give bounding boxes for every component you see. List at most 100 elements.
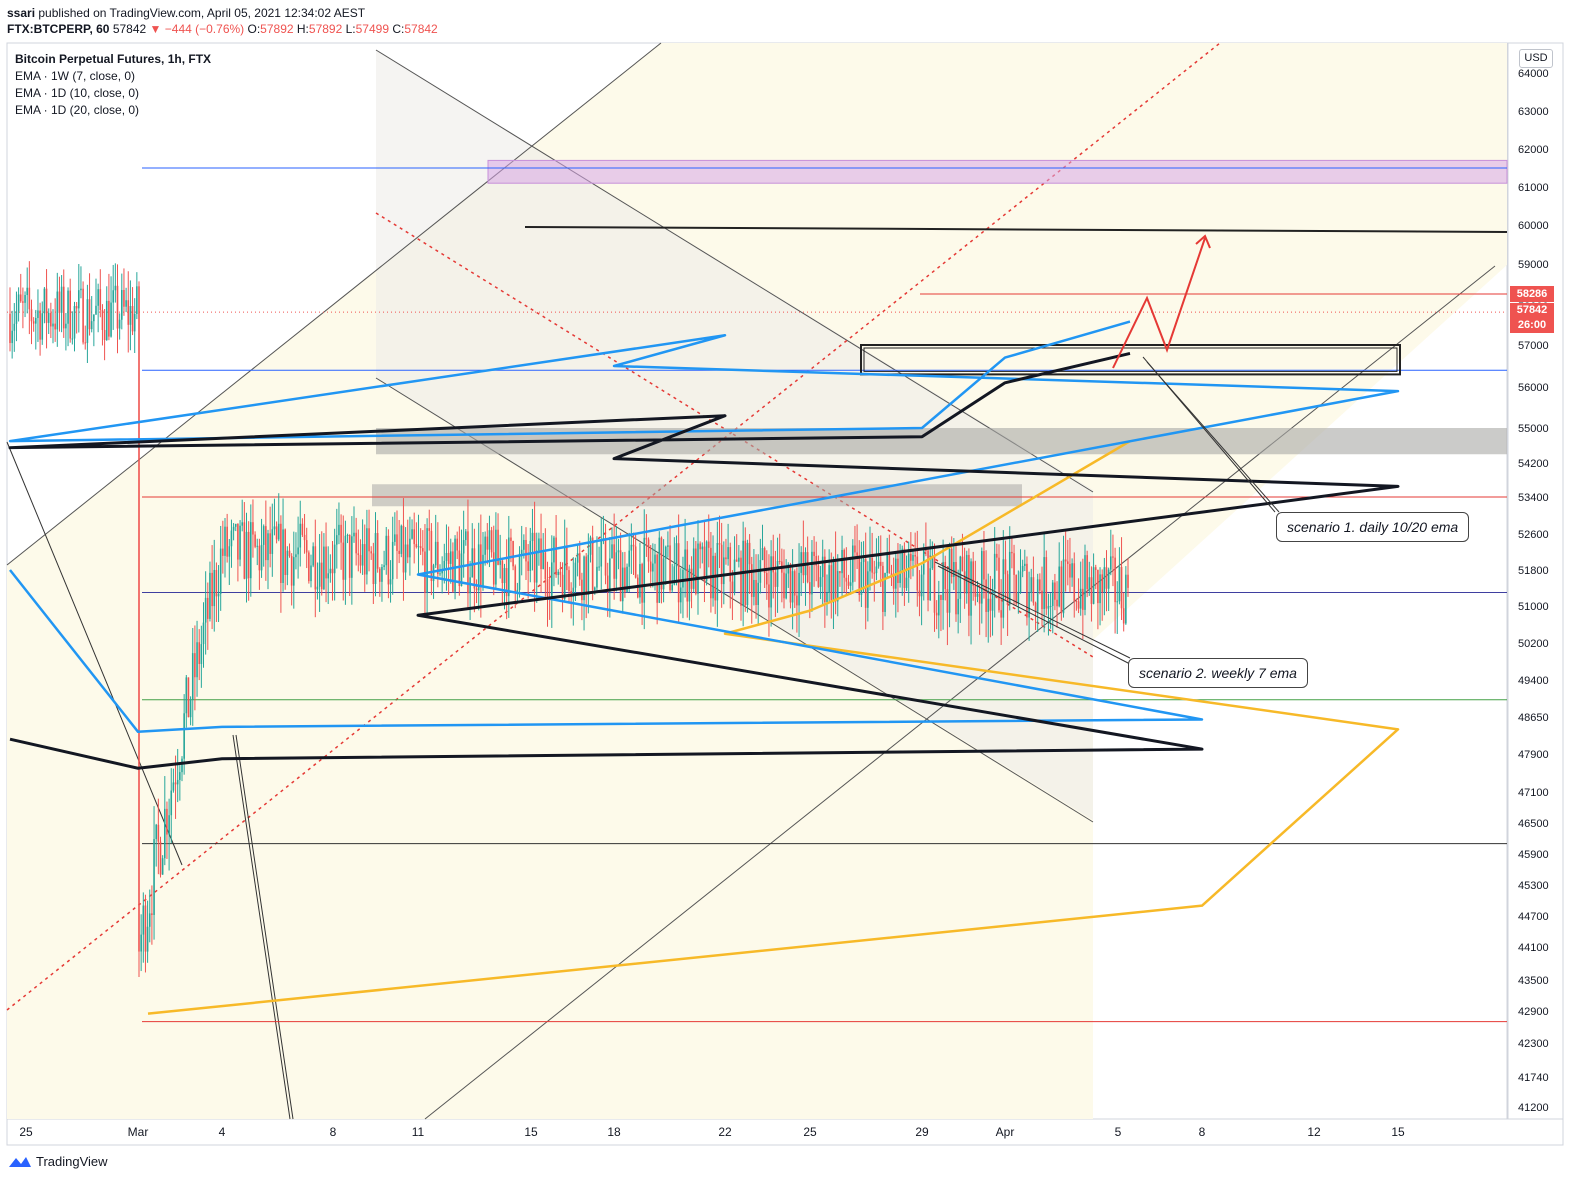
candle-body [555,537,557,576]
scenario-2-callout[interactable]: scenario 2. weekly 7 ema [1128,658,1308,688]
candle-body [82,288,84,343]
candle-body [538,538,540,551]
candle-body [174,782,177,785]
candle-body [578,553,581,580]
candle-body [944,561,947,590]
candle-body [686,549,689,602]
candle-body [78,290,80,309]
candle-body [1071,563,1073,578]
candle-body [707,541,710,548]
scenario-1-callout[interactable]: scenario 1. daily 10/20 ema [1276,512,1470,542]
candle-body [301,523,304,535]
time-tick-label: Mar [128,1125,149,1139]
candle-body [9,313,11,344]
ema-daily-10-line [8,320,1400,734]
support-box [860,344,1401,376]
candle-body [273,526,276,530]
candle-body [692,548,695,589]
candle-body [146,926,149,952]
candle-body [47,312,50,323]
candle-body [899,570,901,584]
candle-body [688,568,691,602]
candle-body [796,595,798,606]
time-tick-label: 11 [412,1125,425,1139]
candle-body [680,587,682,603]
candle-body [164,808,166,859]
candle-body [664,546,667,559]
candle-body [864,559,867,608]
candle-body [813,551,815,557]
candle-body [523,539,525,550]
candle-body [88,299,91,330]
candle-body [998,557,1000,611]
candle-body [1086,555,1088,590]
candle-body [611,544,613,559]
candle-body [793,571,796,596]
candle-body [314,546,317,590]
candle-body [198,642,200,664]
candle-body [338,524,340,536]
candle-body [645,537,648,540]
resistance-zone-purple [487,159,1508,184]
candle-body [806,552,809,583]
candle-body [402,525,405,573]
candle-body [787,564,790,574]
candle-body [379,568,381,582]
price-tick-label: 46500 [1518,818,1549,830]
desc-channel-upper-line [375,49,1094,493]
price-tick-label: 44100 [1518,942,1549,954]
overlay-layer [934,234,1280,665]
candle-body [344,535,347,580]
time-tick-label: 25 [803,1125,817,1139]
candle-body [811,551,813,595]
candle-body [596,566,598,588]
candle-body [675,543,678,567]
candle-body [843,549,845,578]
symbol-name[interactable]: FTX:BTCPERP, 60 [7,22,110,36]
candle-body [415,544,418,548]
candle-body [103,330,106,340]
high-label: H: [296,22,309,36]
candle-body [394,534,396,542]
candle-body [525,539,527,562]
candle-body [252,522,254,535]
candle-body [200,644,203,664]
candle-body [609,558,611,592]
candle-body [413,529,415,545]
legend-ema-daily-20[interactable]: EMA · 1D (20, close, 0) [15,103,140,117]
candle-body [361,544,364,566]
author-name[interactable]: ssari [7,6,36,20]
candle-body [140,934,142,952]
legend-ema-weekly-7[interactable]: EMA · 1W (7, close, 0) [15,69,136,83]
price-tick-label: 44700 [1518,911,1549,923]
price-scale-pane [1507,42,1564,1120]
candle-body [821,556,824,578]
candle-body [1099,574,1101,604]
candle-body [101,309,104,331]
currency-label[interactable]: USD [1519,49,1553,68]
callout1-connector-b [1146,361,1280,513]
candle-body [961,556,964,572]
candle-body [1092,567,1095,604]
candle-body [630,544,633,551]
candle-body [456,538,458,551]
candle-body [54,323,56,330]
legend-ema-daily-10[interactable]: EMA · 1D (10, close, 0) [15,86,140,100]
candle-body [761,548,764,561]
candle-body [462,540,465,554]
candle-body [316,586,319,590]
candle-body [1077,601,1080,609]
candle-body [862,559,865,563]
candle-body [191,653,194,700]
candle-body [993,553,996,590]
candle-body [920,574,923,597]
candle-body [598,566,600,568]
candle-body [910,553,912,561]
candle-body [310,565,312,582]
candle-body [882,565,884,612]
candle-body [183,713,185,759]
legend-title[interactable]: Bitcoin Perpetual Futures, 1h, FTX [15,52,212,66]
tradingview-branding[interactable]: TradingView [8,1154,108,1169]
candle-body [495,529,497,585]
